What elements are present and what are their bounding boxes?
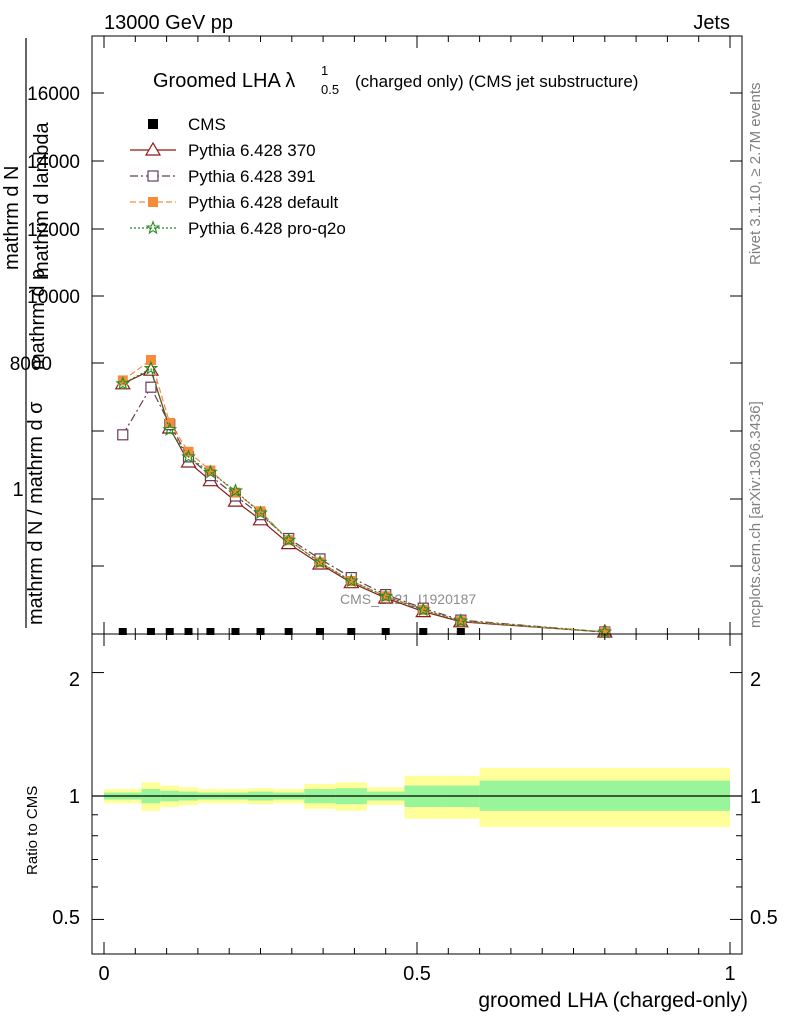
series-4-point-4: [203, 464, 218, 479]
series-4-point-3: [181, 449, 196, 464]
ratio-y-tick-right-0-5: 0.5: [750, 907, 778, 929]
series-4-point-0: [115, 375, 131, 391]
cms-point-1: [146, 628, 155, 635]
series-3-point-9: [346, 576, 357, 586]
cms-point-6: [256, 628, 265, 635]
y-label-lambda: mathrm d lambda: [31, 122, 53, 278]
series-4-point-10: [378, 588, 394, 603]
rivet-label: Rivet 3.1.10, ≥ 2.7M events: [747, 83, 764, 266]
title-subscript: 0.5: [321, 82, 339, 97]
legend-marker-0: [148, 119, 158, 129]
y-label-p: mathrm d p: [27, 269, 49, 370]
y-label-numerator: mathrm d N: [1, 166, 23, 270]
x-axis-label: groomed LHA (charged-only): [478, 989, 748, 1012]
legend-label-default: Pythia 6.428 default: [188, 193, 339, 212]
cms-point-8: [315, 628, 324, 635]
legend-label-391: Pythia 6.428 391: [188, 167, 316, 186]
series-2-point-0: [117, 429, 129, 441]
y-label-denominator: mathrm d N / mathrm d σ: [25, 401, 47, 625]
legend-label-pro-q2o: Pythia 6.428 pro-q2o: [188, 219, 346, 238]
y-tick-label-10000: 10000: [27, 287, 80, 308]
series-4-point-12: [453, 613, 469, 628]
cms-point-12: [456, 628, 465, 635]
ratio-y-tick-0-5: 0.5: [52, 907, 80, 929]
series-3-point-12: [455, 616, 466, 627]
series-4-point-1: [143, 360, 159, 375]
y-tick-label-16000: 16000: [27, 84, 80, 105]
cms-point-11: [419, 628, 428, 635]
series-4-point-7: [281, 532, 297, 547]
ratio-y-tick-right-1: 1: [750, 786, 761, 808]
ratio-y-tick-2: 2: [69, 669, 80, 691]
upper-y-tick-labels: 16000 14000 12000 10000 8000: [10, 84, 80, 375]
series-3-point-13: [599, 627, 610, 637]
ratio-y-tick-right-2: 2: [750, 669, 761, 691]
ratio-y-axis-label: Ratio to CMS: [24, 786, 41, 875]
series-3-point-5: [230, 487, 241, 498]
chart-title: Groomed LHA λ 1 0.5 (charged only) (CMS …: [153, 63, 638, 97]
legend-label-cms: CMS: [188, 115, 226, 134]
series-4-point-5: [228, 483, 243, 498]
y-label-fraction-one: 1: [12, 479, 23, 501]
legend-marker-1: [144, 141, 162, 156]
lower-ticks: [92, 634, 742, 954]
cms-point-10: [381, 628, 390, 635]
series-3-point-1: [145, 355, 156, 365]
legend: CMS Pythia 6.428 370 Pythia 6.428 391 Py…: [130, 115, 346, 238]
y-tick-label-8000: 8000: [10, 354, 52, 375]
series-3-point-4: [205, 465, 216, 476]
upper-series: [114, 355, 613, 639]
series-4-point-2: [162, 421, 178, 436]
legend-marker-3: [148, 197, 158, 207]
ratio-bands: [104, 768, 730, 828]
series-2-point-1: [145, 381, 157, 393]
ratio-y-tick-1: 1: [69, 786, 80, 808]
cms-point-5: [231, 628, 240, 635]
legend-label-370: Pythia 6.428 370: [188, 141, 316, 160]
title-superscript: 1: [321, 63, 328, 78]
legend-marker-2: [147, 170, 159, 182]
y-tick-label-12000: 12000: [27, 220, 80, 241]
header-left: 13000 GeV pp: [104, 12, 233, 34]
header-right: Jets: [693, 12, 730, 34]
series-4-point-8: [312, 554, 328, 569]
cms-point-4: [206, 628, 215, 635]
series-4-point-9: [343, 573, 359, 588]
series-3-point-7: [283, 535, 294, 546]
cms-point-0: [118, 628, 127, 635]
cms-point-2: [165, 628, 174, 635]
series-4-point-11: [415, 602, 431, 617]
series-4-point-6: [253, 505, 268, 520]
cms-point-3: [184, 628, 193, 635]
x-tick-label-0: 0: [98, 963, 109, 985]
cms-point-7: [284, 628, 293, 635]
legend-marker-4: [145, 220, 161, 235]
x-tick-label-0-5: 0.5: [403, 963, 431, 985]
series-3-point-6: [255, 506, 266, 517]
cms-point-9: [347, 628, 356, 635]
title-rest: (charged only) (CMS jet substructure): [355, 72, 638, 91]
upper-y-axis-label: mathrm d N mathrm d lambda mathrm d p 1 …: [1, 38, 53, 628]
y-tick-label-14000: 14000: [27, 152, 80, 173]
analysis-watermark: CMS_2021_I1920187: [340, 591, 476, 607]
x-tick-label-1: 1: [724, 963, 735, 985]
mcplots-label: mcplots.cern.ch [arXiv:1306.3436]: [747, 401, 764, 628]
title-main: Groomed LHA λ: [153, 70, 295, 92]
series-3-point-0: [117, 375, 128, 386]
